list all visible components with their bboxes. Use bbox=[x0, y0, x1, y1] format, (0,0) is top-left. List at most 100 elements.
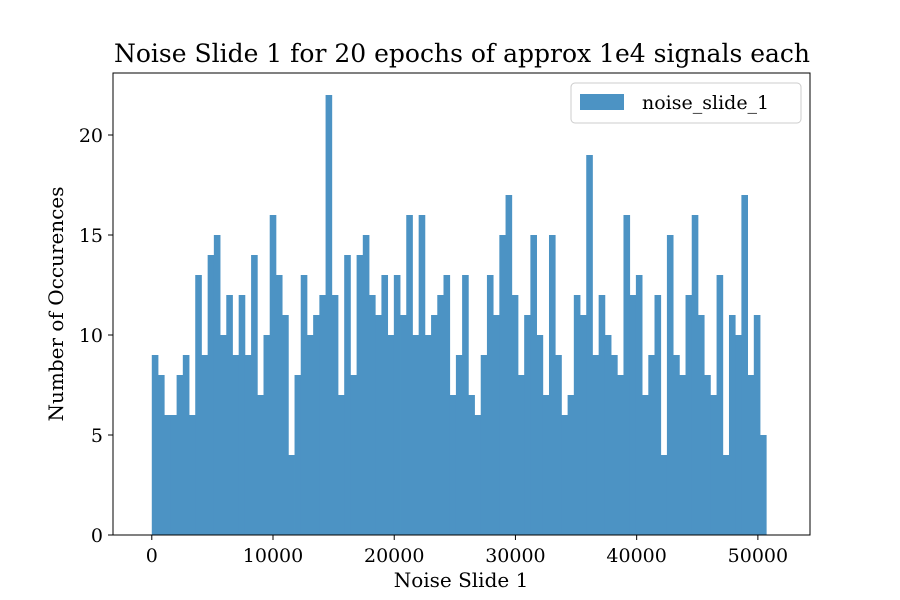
x-tick-label: 20000 bbox=[364, 545, 424, 567]
histogram-bar bbox=[437, 295, 444, 535]
histogram-bar bbox=[412, 335, 420, 535]
y-tick-label: 10 bbox=[79, 325, 103, 347]
y-tick-label: 0 bbox=[91, 525, 103, 547]
x-tick-label: 40000 bbox=[606, 545, 666, 567]
histogram-bar bbox=[449, 395, 457, 535]
histogram-bar bbox=[617, 375, 624, 535]
x-axis-label: Noise Slide 1 bbox=[394, 568, 529, 592]
histogram-bar bbox=[728, 315, 736, 535]
histogram-bar bbox=[226, 295, 233, 535]
histogram-bar bbox=[635, 275, 643, 535]
histogram-bar bbox=[319, 295, 326, 535]
histogram-bar bbox=[573, 295, 581, 535]
histogram-bar bbox=[493, 315, 500, 535]
x-tick-label: 50000 bbox=[728, 545, 788, 567]
histogram-bar bbox=[592, 355, 600, 535]
histogram-bar bbox=[232, 355, 240, 535]
histogram-bar bbox=[424, 335, 432, 535]
histogram-bar bbox=[393, 275, 401, 535]
histogram-bar bbox=[623, 215, 631, 535]
histogram-bar bbox=[418, 215, 426, 535]
histogram-bar bbox=[381, 275, 389, 535]
x-tick-label: 30000 bbox=[485, 545, 545, 567]
histogram-bar bbox=[207, 255, 215, 535]
y-tick-label: 15 bbox=[79, 225, 103, 247]
legend-swatch bbox=[580, 94, 624, 110]
histogram-bar bbox=[741, 195, 748, 535]
histogram-bar bbox=[313, 315, 320, 535]
histogram-bar bbox=[257, 395, 264, 535]
histogram-bar bbox=[195, 275, 202, 535]
histogram-bar bbox=[561, 415, 569, 535]
histogram-bar bbox=[406, 215, 413, 535]
histogram-bar bbox=[722, 455, 730, 535]
histogram-bar bbox=[604, 335, 612, 535]
histogram-bar bbox=[654, 295, 662, 535]
histogram-bar bbox=[362, 235, 370, 535]
y-axis-ticks: 0 5 10 15 20 bbox=[79, 125, 113, 547]
histogram-bar bbox=[660, 455, 668, 535]
y-tick-label: 5 bbox=[91, 425, 103, 447]
histogram-bar bbox=[158, 375, 165, 535]
histogram-bar bbox=[282, 315, 289, 535]
chart-title: Noise Slide 1 for 20 epochs of approx 1e… bbox=[114, 39, 810, 68]
histogram-bar bbox=[704, 375, 711, 535]
histogram-bar bbox=[598, 295, 606, 535]
histogram-bar bbox=[213, 235, 221, 535]
histogram-bar bbox=[300, 275, 308, 535]
histogram-bar bbox=[269, 215, 277, 535]
histogram-bar bbox=[176, 375, 184, 535]
histogram-bar bbox=[685, 295, 693, 535]
histogram-bar bbox=[480, 355, 488, 535]
histogram-bar bbox=[710, 395, 717, 535]
histogram-bar bbox=[275, 275, 283, 535]
x-tick-label: 0 bbox=[146, 545, 158, 567]
histogram-bar bbox=[189, 415, 196, 535]
histogram-bar bbox=[542, 395, 550, 535]
histogram-bar bbox=[486, 275, 494, 535]
histogram-bar bbox=[344, 255, 351, 535]
y-axis-label: Number of Occurences bbox=[44, 187, 68, 422]
histogram-bar bbox=[555, 355, 562, 535]
histogram-bar bbox=[629, 295, 637, 535]
histogram-bar bbox=[431, 315, 438, 535]
histogram-bar bbox=[760, 435, 767, 535]
histogram-bar bbox=[369, 295, 376, 535]
x-axis-ticks: 0 10000 20000 30000 40000 50000 bbox=[146, 535, 788, 567]
histogram-bar bbox=[263, 335, 271, 535]
legend-frame bbox=[570, 82, 802, 124]
histogram-bar bbox=[648, 355, 655, 535]
histogram-bar bbox=[331, 295, 339, 535]
legend-label: noise_slide_1 bbox=[642, 92, 769, 114]
x-tick-label: 10000 bbox=[243, 545, 303, 567]
histogram-bar bbox=[443, 275, 451, 535]
histogram-bar bbox=[517, 375, 525, 535]
histogram-bar bbox=[294, 375, 302, 535]
histogram-bar bbox=[350, 375, 357, 535]
histogram-bar bbox=[679, 375, 686, 535]
histogram-bar bbox=[170, 415, 178, 535]
histogram-bar bbox=[288, 455, 295, 535]
histogram-bar bbox=[356, 255, 364, 535]
histogram-bar bbox=[474, 415, 482, 535]
histogram-bar bbox=[306, 335, 314, 535]
histogram-bar bbox=[164, 415, 171, 535]
histogram-bar bbox=[697, 315, 705, 535]
histogram-bar bbox=[220, 335, 227, 535]
histogram-bar bbox=[691, 215, 699, 535]
histogram-bar bbox=[201, 355, 209, 535]
histogram-bar bbox=[567, 395, 575, 535]
y-tick-label: 20 bbox=[79, 125, 103, 147]
histogram-bar bbox=[747, 375, 755, 535]
histogram-bar bbox=[387, 335, 395, 535]
histogram-bar bbox=[238, 295, 246, 535]
histogram-bar bbox=[468, 395, 475, 535]
histogram-bar bbox=[524, 315, 531, 535]
histogram-bar bbox=[673, 355, 680, 535]
histogram-bar bbox=[455, 355, 463, 535]
histogram-bar bbox=[511, 295, 519, 535]
histogram-bar bbox=[244, 355, 252, 535]
histogram-bar bbox=[611, 355, 618, 535]
histogram-bar bbox=[735, 335, 742, 535]
